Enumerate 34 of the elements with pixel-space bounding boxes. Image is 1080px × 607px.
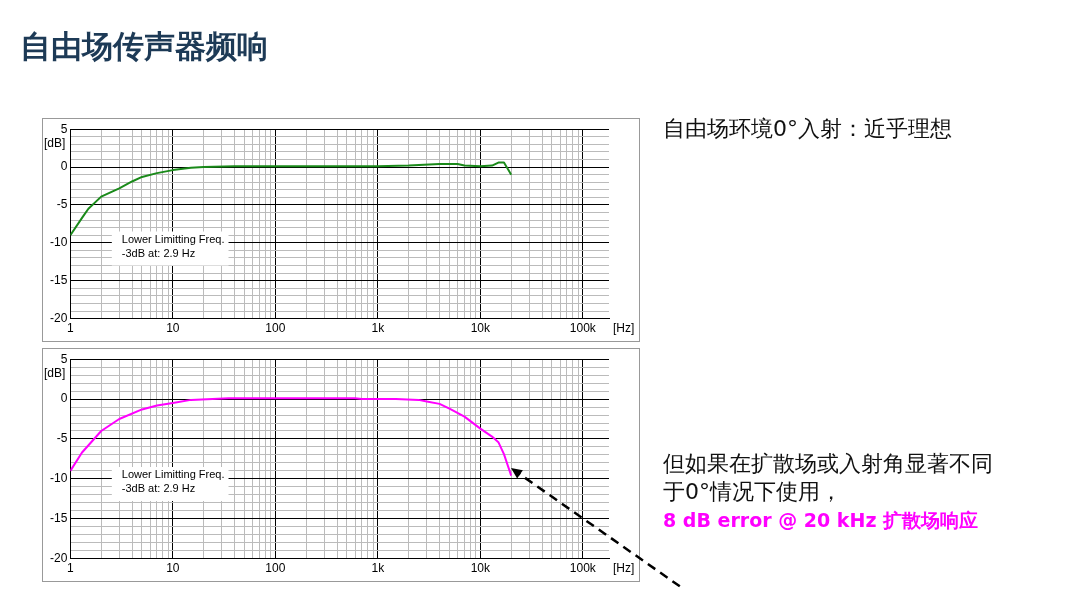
- x-tick-label: 100: [265, 321, 286, 336]
- x-tick-label: 10k: [470, 561, 491, 576]
- text: 自由场环境0°入射：近乎理想: [663, 115, 952, 143]
- x-axis-title: [Hz]: [613, 560, 635, 575]
- x-tick-label: 1: [67, 321, 74, 336]
- y-tick-label: 5: [60, 351, 68, 366]
- x-tick-label: 100k: [569, 561, 597, 576]
- x-tick-label: 10: [166, 561, 180, 576]
- x-tick-label: 1: [67, 561, 74, 576]
- y-tick-label: -20: [50, 310, 68, 325]
- y-tick-label: 0: [60, 159, 68, 174]
- y-tick-label: -5: [56, 431, 68, 446]
- x-tick-label: 100: [265, 561, 286, 576]
- y-tick-label: -10: [50, 235, 68, 250]
- y-tick-label: -20: [50, 550, 68, 565]
- y-tick-label: 0: [60, 391, 68, 406]
- y-tick-label: -10: [50, 471, 68, 486]
- annotation: Lower Limitting Freq. -3dB at: 2.9 Hz: [121, 233, 225, 260]
- text: 但如果在扩散场或入射角显著不同于0°情况下使用，: [663, 450, 994, 505]
- annotation: Lower Limitting Freq. -3dB at: 2.9 Hz: [121, 468, 225, 495]
- x-axis-title: [Hz]: [613, 320, 635, 335]
- y-axis-title: [dB]: [43, 365, 66, 380]
- y-tick-label: -5: [56, 197, 68, 212]
- y-axis-title: [dB]: [43, 135, 66, 150]
- text: 8 dB error @ 20 kHz 扩散场响应: [663, 508, 979, 533]
- y-tick-label: -15: [50, 511, 68, 526]
- x-tick-label: 1k: [371, 321, 386, 336]
- x-tick-label: 1k: [371, 561, 386, 576]
- x-tick-label: 10: [166, 321, 180, 336]
- x-tick-label: 10k: [470, 321, 491, 336]
- chart-title: 自由场传声器频响: [20, 27, 268, 66]
- y-tick-label: -15: [50, 273, 68, 288]
- x-tick-label: 100k: [569, 321, 597, 336]
- y-tick-label: 5: [60, 121, 68, 136]
